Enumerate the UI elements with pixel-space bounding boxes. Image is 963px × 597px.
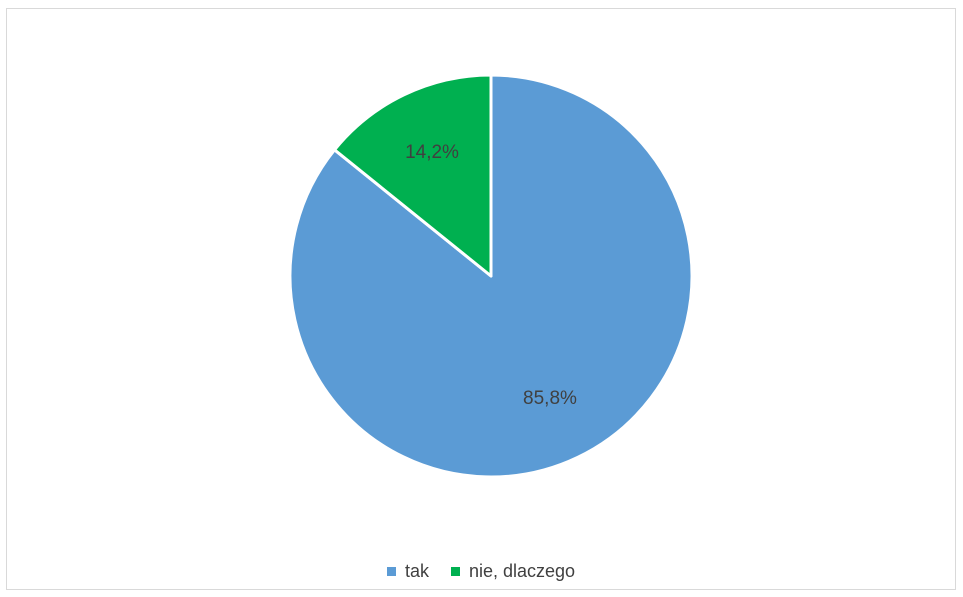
legend-item-1: nie, dlaczego — [450, 561, 576, 582]
chart-frame: 85,8% 14,2% tak nie, dlaczego — [6, 8, 956, 590]
data-label-0: 85,8% — [523, 388, 577, 410]
legend-swatch-0 — [386, 567, 396, 576]
data-label-1: 14,2% — [405, 141, 459, 163]
pie-slice-1 — [333, 73, 493, 278]
legend-item-0: tak — [386, 561, 429, 582]
legend-swatch-1 — [450, 567, 460, 576]
legend-label-0: tak — [404, 561, 429, 581]
legend: tak nie, dlaczego — [7, 561, 955, 582]
pie-chart — [288, 73, 694, 479]
legend-label-1: nie, dlaczego — [468, 561, 576, 581]
